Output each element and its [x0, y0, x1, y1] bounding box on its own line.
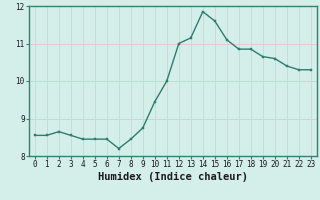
X-axis label: Humidex (Indice chaleur): Humidex (Indice chaleur) [98, 172, 248, 182]
